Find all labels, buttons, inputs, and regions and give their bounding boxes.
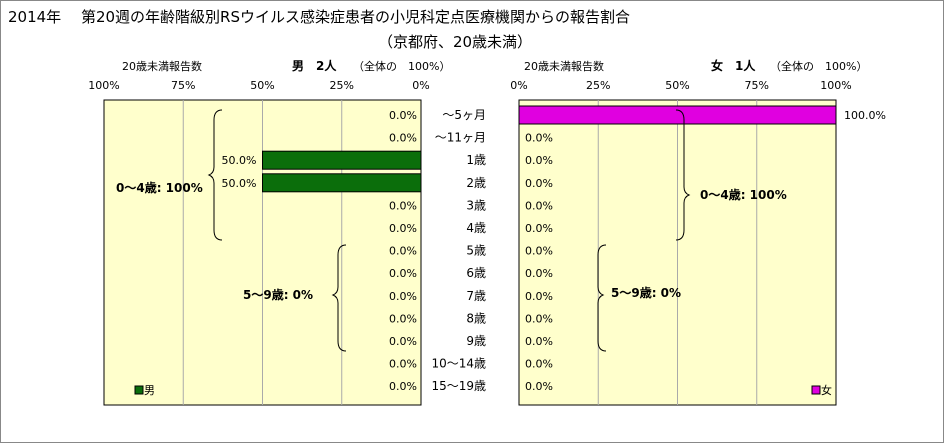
male-annotation-5-9: 5～9歳: 0% xyxy=(243,287,313,302)
female-bar xyxy=(518,105,837,125)
female-value-label: 0.0% xyxy=(525,267,553,280)
female-value-label: 0.0% xyxy=(525,154,553,167)
male-value-label: 0.0% xyxy=(389,132,417,145)
female-tick-label: 75% xyxy=(745,79,769,92)
female-header: 女 1人 xyxy=(711,58,756,73)
female-value-label: 0.0% xyxy=(525,380,553,393)
male-value-label: 0.0% xyxy=(389,267,417,280)
female-axis-title: 20歳未満報告数 xyxy=(524,60,604,73)
female-bracket-5-9 xyxy=(597,244,607,352)
female-tick-label: 0% xyxy=(510,79,527,92)
female-legend-label: 女 xyxy=(821,383,832,397)
female-value-label: 0.0% xyxy=(525,245,553,258)
male-tick-label: 75% xyxy=(171,79,195,92)
male-bar xyxy=(262,173,422,193)
female-legend-swatch xyxy=(811,385,821,395)
male-value-label: 0.0% xyxy=(389,358,417,371)
category-label: 2歳 xyxy=(466,176,486,190)
male-tick-label: 100% xyxy=(88,79,119,92)
category-label: ～5ヶ月 xyxy=(442,108,486,122)
category-label: 3歳 xyxy=(466,198,486,212)
category-label: 5歳 xyxy=(466,244,486,258)
male-tick-label: 50% xyxy=(250,79,274,92)
chart-subtitle: （京都府、20歳未満） xyxy=(378,33,532,51)
male-value-label: 0.0% xyxy=(389,109,417,122)
female-annotation-5-9: 5～9歳: 0% xyxy=(611,285,681,300)
female-panel: 100.0% 0.0% 0.0% 0.0% 0.0% 0.0% 0.0% 0.0% 0.0% 0.… xyxy=(510,58,886,406)
male-header: 男 2人 xyxy=(292,58,337,73)
male-legend-label: 男 xyxy=(144,384,155,397)
male-bar xyxy=(262,150,422,170)
female-tick-label: 25% xyxy=(586,79,610,92)
male-value-label: 0.0% xyxy=(389,335,417,348)
female-tick-label: 50% xyxy=(665,79,689,92)
category-label: 15～19歳 xyxy=(431,379,486,393)
male-value-label: 0.0% xyxy=(389,312,417,325)
female-value-label: 100.0% xyxy=(844,109,886,122)
category-label: 7歳 xyxy=(466,289,486,303)
male-value-label: 0.0% xyxy=(389,245,417,258)
male-axis-title: 20歳未満報告数 xyxy=(122,60,202,73)
female-value-label: 0.0% xyxy=(525,358,553,371)
female-value-label: 0.0% xyxy=(525,199,553,212)
male-value-label: 50.0% xyxy=(222,154,257,167)
female-bracket-0-4 xyxy=(675,109,691,241)
category-label: ～11ヶ月 xyxy=(435,131,486,145)
male-legend-swatch xyxy=(134,385,144,395)
category-label: 8歳 xyxy=(466,311,486,325)
male-header-note: （全体の 100%） xyxy=(353,59,450,73)
female-value-label: 0.0% xyxy=(525,335,553,348)
category-label: 10～14歳 xyxy=(431,357,486,371)
category-label: 4歳 xyxy=(466,221,486,235)
female-value-label: 0.0% xyxy=(525,290,553,303)
female-value-label: 0.0% xyxy=(525,312,553,325)
male-bracket-0-4 xyxy=(207,109,223,241)
male-tick-label: 0% xyxy=(412,79,429,92)
male-panel: 0.0% 0.0% 50.0% 50.0% 0.0% 0.0% 0.0% 0.0% 0.0% 0.… xyxy=(88,58,450,406)
female-tick-label: 100% xyxy=(820,79,851,92)
male-annotation-0-4: 0～4歳: 100% xyxy=(116,180,203,195)
male-value-label: 0.0% xyxy=(389,199,417,212)
female-value-label: 0.0% xyxy=(525,177,553,190)
male-value-label: 50.0% xyxy=(222,177,257,190)
male-bracket-5-9 xyxy=(331,244,347,352)
male-tick-label: 25% xyxy=(330,79,354,92)
female-value-label: 0.0% xyxy=(525,132,553,145)
male-value-label: 0.0% xyxy=(389,290,417,303)
female-annotation-0-4: 0～4歳: 100% xyxy=(700,187,787,202)
male-value-label: 0.0% xyxy=(389,222,417,235)
female-value-label: 0.0% xyxy=(525,222,553,235)
category-label: 6歳 xyxy=(466,266,486,280)
female-header-note: （全体の 100%） xyxy=(770,59,867,73)
chart-title: 2014年 第20週の年齢階級別RSウイルス感染症患者の小児科定点医療機関からの… xyxy=(8,8,630,26)
male-value-label: 0.0% xyxy=(389,380,417,393)
category-label: 1歳 xyxy=(466,153,486,167)
category-label: 9歳 xyxy=(466,334,486,348)
